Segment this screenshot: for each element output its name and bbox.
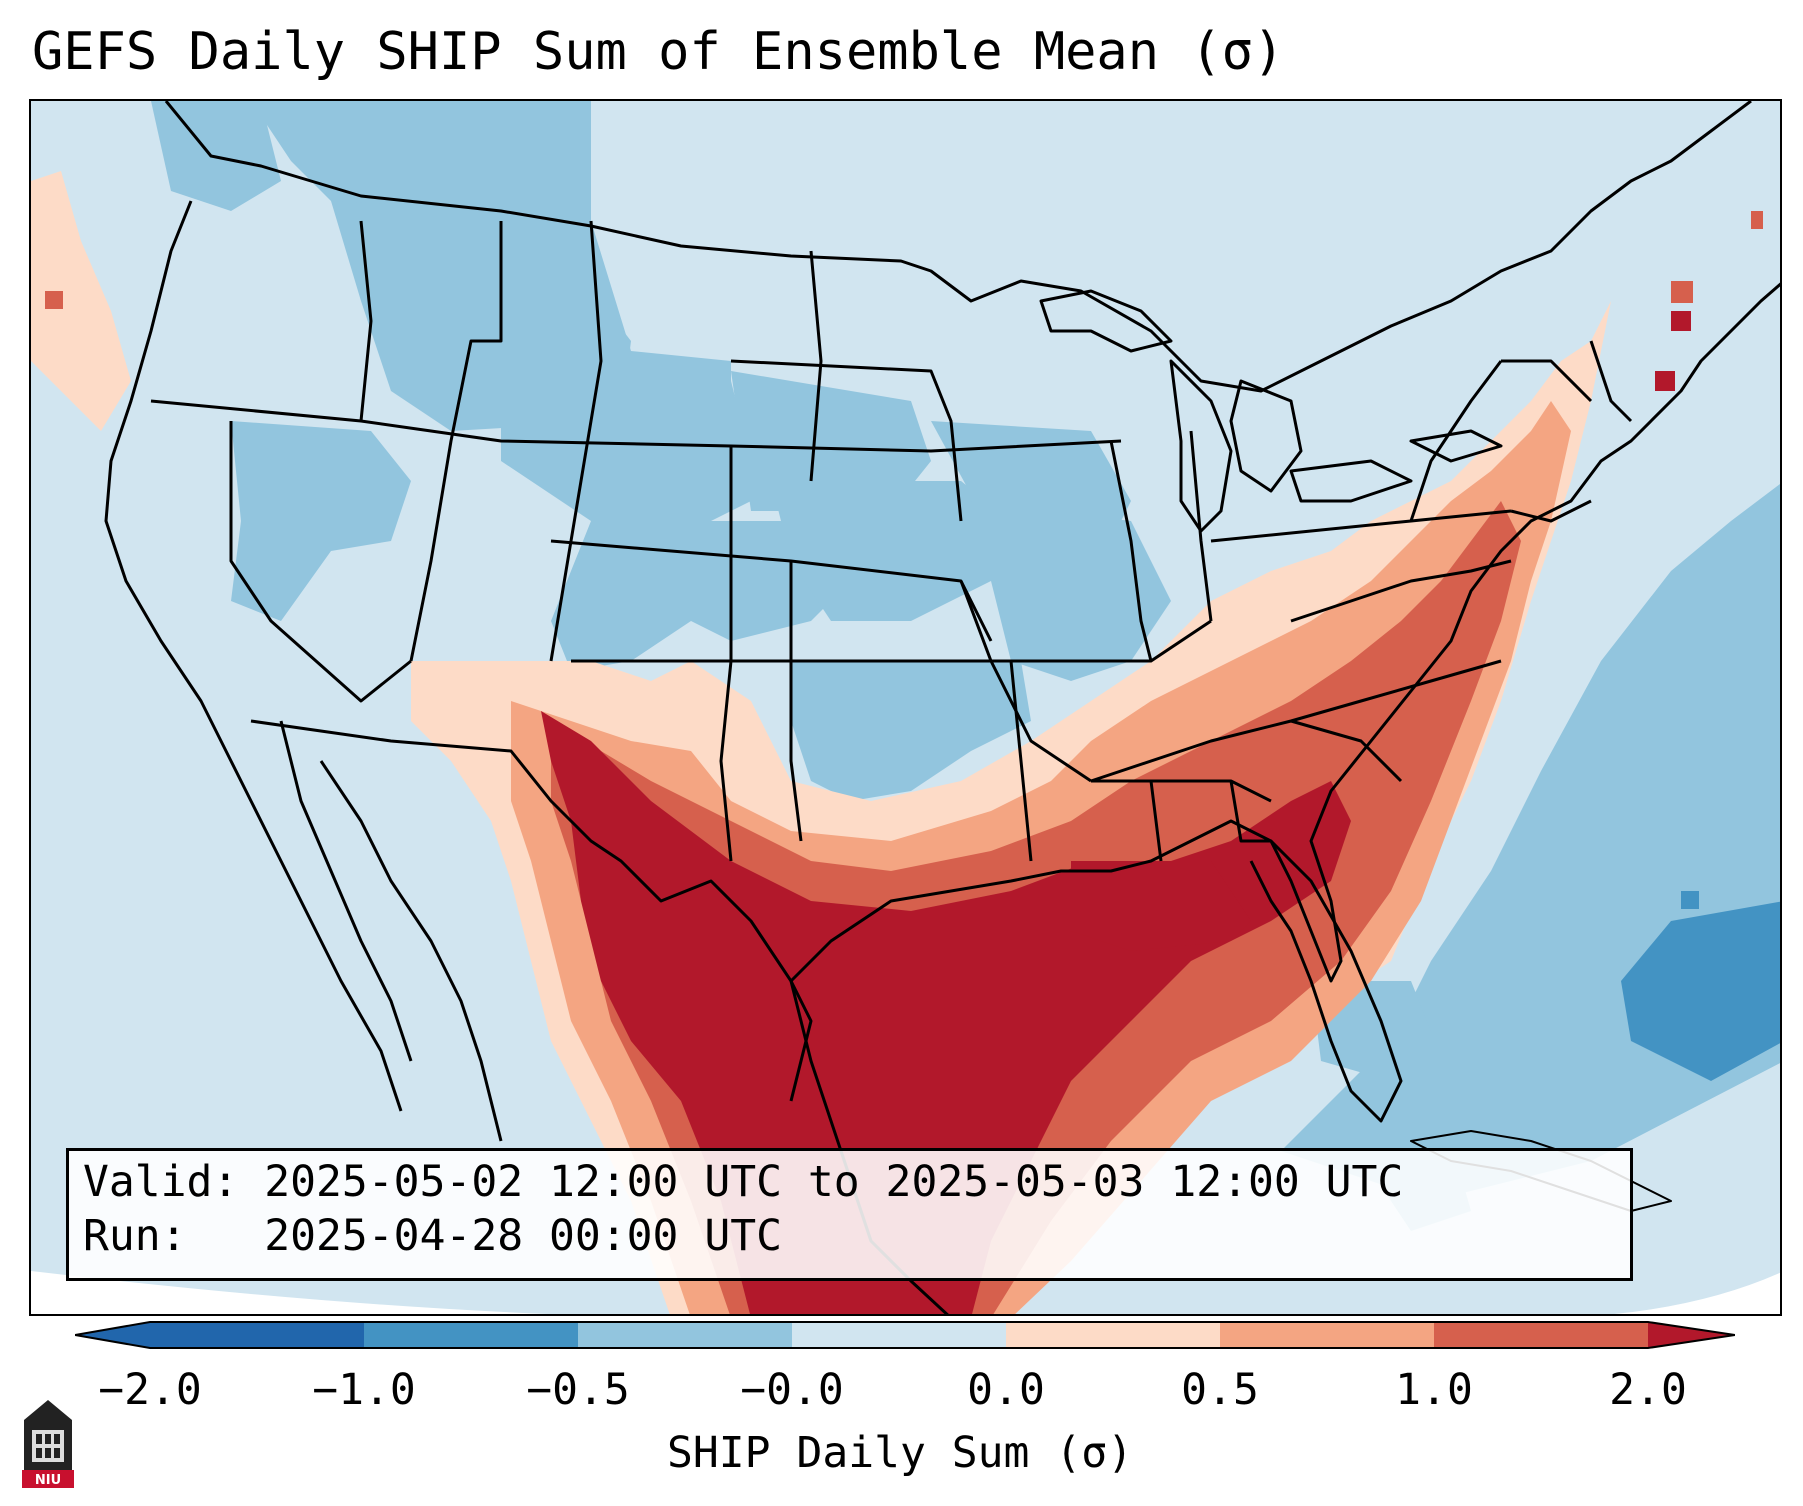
valid-row: Valid: 2025-05-02 12:00 UTC to 2025-05-0… [83,1155,1630,1209]
colorbar-bin-6 [1220,1322,1434,1348]
colorbar-bin-7 [1434,1322,1648,1348]
logo-text: NIU [35,1473,61,1488]
map-canvas [31,101,1780,1314]
run-label: Run: [83,1211,187,1261]
colorbar-bin-3 [578,1322,792,1348]
map-panel [29,99,1782,1316]
niu-logo-icon: NIU [22,1400,74,1488]
colorbar-tick: 2.0 [1609,1365,1687,1415]
valid-value: 2025-05-02 12:00 UTC to 2025-05-03 12:00… [264,1157,1404,1207]
colorbar-bin-5 [1006,1322,1220,1348]
map-title: GEFS Daily SHIP Sum of Ensemble Mean (σ) [32,22,1285,82]
colorbar-tick: −1.0 [312,1365,416,1415]
projection-edge-right [1614,1272,1780,1314]
run-value: 2025-04-28 00:00 UTC [264,1211,782,1261]
projection-edge-left [31,1271,548,1314]
colorbar-tick: −0.0 [740,1365,844,1415]
boundary-lines [104,101,1780,1314]
colorbar-bin-2 [364,1322,578,1348]
colorbar-tick: −2.0 [98,1365,202,1415]
run-row: Run: 2025-04-28 00:00 UTC [83,1209,1630,1263]
colorbar-bin-1 [150,1322,364,1348]
colorbar-tick: 0.0 [967,1365,1045,1415]
colorbar-tick: 0.5 [1181,1365,1259,1415]
colorbar-extend-high [1648,1322,1735,1348]
colorbar-tick: −0.5 [526,1365,630,1415]
colorbar-label: SHIP Daily Sum (σ) [667,1428,1133,1478]
colorbar-bin-4 [792,1322,1006,1348]
colorbar-extend-low [75,1322,150,1348]
field-moderate-negative [151,101,1780,1231]
colorbar [75,1321,1735,1349]
valid-run-info-box: Valid: 2025-05-02 12:00 UTC to 2025-05-0… [66,1148,1633,1281]
colorbar-tick: 1.0 [1395,1365,1473,1415]
valid-label: Valid: [83,1157,239,1207]
field-strong-negative [1621,891,1780,1081]
